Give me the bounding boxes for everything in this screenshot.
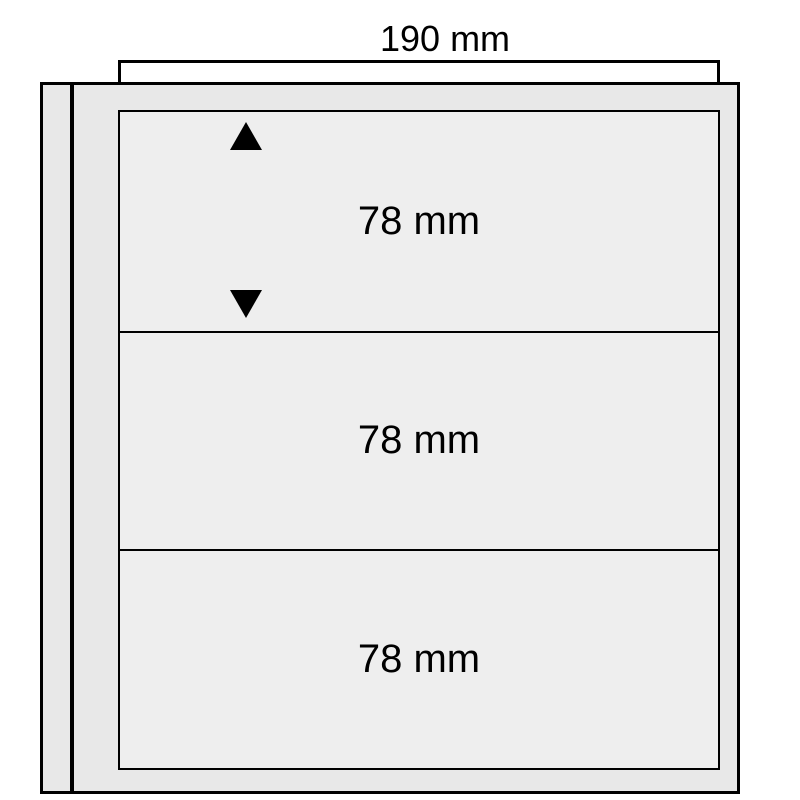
strip-3: 78 mm xyxy=(120,549,718,768)
width-bracket-tick-right xyxy=(717,60,720,82)
strip-2: 78 mm xyxy=(120,331,718,550)
strip-3-label: 78 mm xyxy=(358,637,480,682)
strip-2-label: 78 mm xyxy=(358,418,480,463)
strip-1-label: 78 mm xyxy=(358,199,480,244)
strip-1: 78 mm xyxy=(120,112,718,331)
inner-card: 78 mm 78 mm 78 mm xyxy=(118,110,720,770)
canvas: 190 mm 78 mm 78 mm 78 mm xyxy=(0,0,800,800)
arrow-down-icon xyxy=(230,290,262,318)
arrow-up-icon xyxy=(230,122,262,150)
width-bracket-horizontal xyxy=(118,60,720,63)
width-bracket-tick-left xyxy=(118,60,121,82)
binding-spine xyxy=(70,85,74,791)
width-dimension-label: 190 mm xyxy=(380,18,510,60)
